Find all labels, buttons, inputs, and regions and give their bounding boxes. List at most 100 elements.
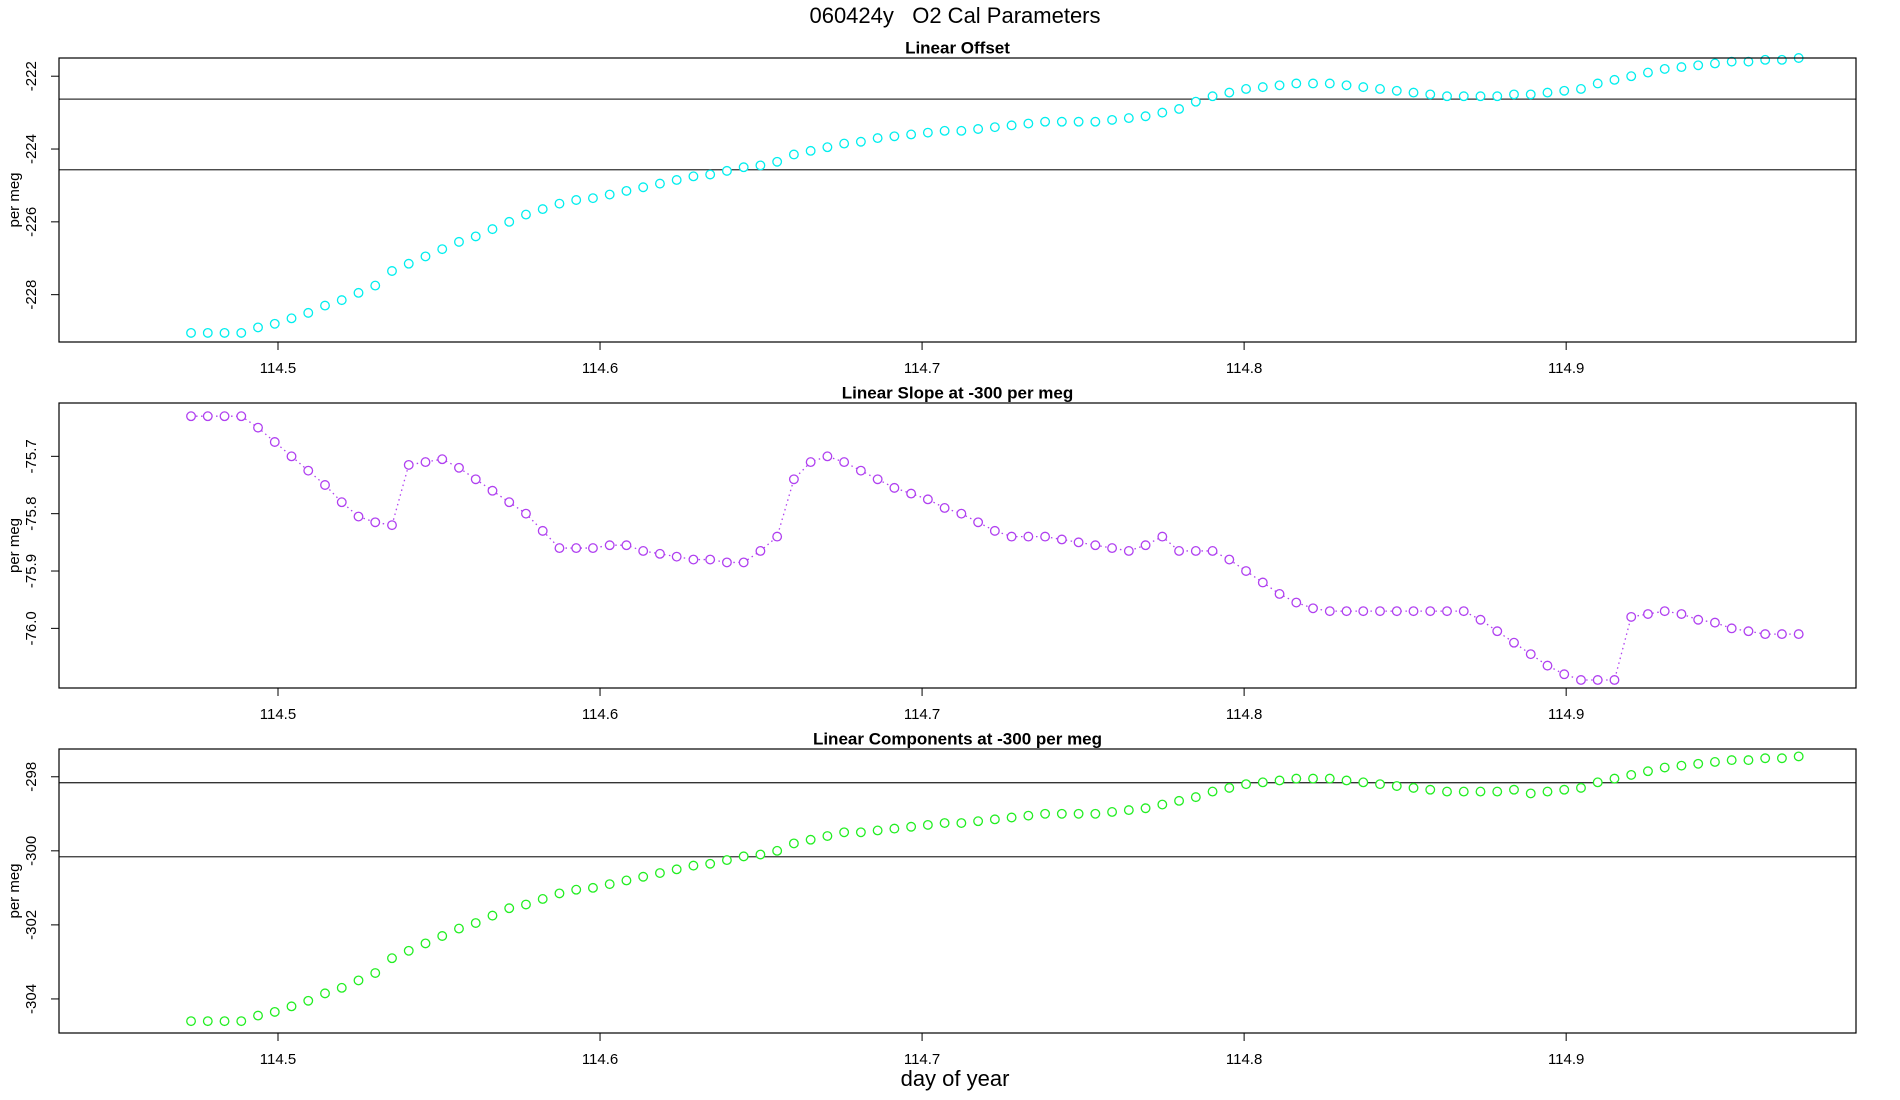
data-point: [1207, 786, 1218, 797]
data-point: [1006, 812, 1017, 823]
data-point: [1324, 606, 1335, 617]
data-point: [621, 540, 632, 551]
data-point: [202, 411, 213, 422]
data-point: [1576, 83, 1586, 94]
data-point: [1174, 795, 1185, 806]
data-point: [1157, 531, 1168, 542]
x-tick-label: 114.5: [260, 706, 296, 723]
data-point: [1509, 784, 1519, 795]
data-point: [822, 831, 833, 841]
data-point: [387, 953, 397, 964]
data-point: [1224, 87, 1235, 98]
data-point: [989, 122, 1000, 133]
data-point: [755, 545, 766, 556]
data-point: [822, 142, 833, 153]
data-point: [1308, 603, 1318, 614]
data-point: [1760, 629, 1771, 640]
data-point: [1776, 629, 1787, 640]
data-point: [1023, 810, 1034, 821]
data-point: [1726, 56, 1737, 67]
data-point: [956, 508, 967, 519]
data-point: [1592, 777, 1603, 788]
data-point: [219, 327, 230, 338]
data-point: [939, 125, 950, 136]
data-point: [1709, 58, 1720, 69]
data-point: [738, 851, 749, 862]
panel-title: Linear Slope at -300 per meg: [842, 383, 1073, 402]
data-point: [186, 327, 196, 338]
data-point: [1676, 62, 1687, 73]
data-point: [1174, 104, 1185, 114]
data-point: [1358, 777, 1369, 788]
data-point: [336, 497, 347, 508]
data-point: [1659, 606, 1670, 617]
plot-frame: [58, 402, 1857, 689]
data-point: [353, 511, 364, 522]
y-tick-label: -302: [23, 910, 40, 940]
data-point: [387, 520, 397, 531]
data-point: [1107, 543, 1118, 554]
data-point: [654, 548, 665, 559]
data-point: [1442, 91, 1452, 102]
data-point: [470, 231, 481, 242]
data-point: [855, 136, 866, 147]
data-point: [1643, 609, 1653, 619]
data-point: [1442, 786, 1452, 797]
data-point: [587, 193, 598, 204]
data-point: [1542, 660, 1553, 671]
data-point: [353, 287, 364, 298]
y-tick-label: -224: [23, 134, 40, 164]
data-point: [1375, 606, 1385, 617]
data-point: [370, 517, 381, 528]
data-point: [537, 525, 548, 536]
data-point: [1073, 808, 1084, 819]
data-point: [956, 125, 967, 136]
data-point: [1241, 83, 1252, 94]
data-point: [521, 899, 531, 910]
data-point: [1793, 629, 1804, 640]
x-axis-label: day of year: [901, 1066, 1010, 1091]
data-point: [939, 502, 950, 513]
data-point: [1475, 786, 1486, 797]
data-point: [303, 995, 314, 1006]
data-point: [420, 457, 431, 468]
data-point: [1726, 623, 1737, 634]
data-point: [186, 411, 196, 422]
data-point: [1492, 91, 1503, 102]
data-point: [872, 474, 883, 485]
data-point: [654, 868, 665, 878]
data-point: [1425, 89, 1436, 100]
data-point: [403, 258, 414, 269]
x-tick-label: 114.7: [904, 360, 940, 377]
x-tick-label: 114.6: [582, 706, 618, 723]
data-point: [303, 307, 314, 318]
data-point: [1693, 758, 1704, 769]
data-point: [1224, 782, 1235, 793]
data-point: [437, 454, 448, 465]
data-point: [1408, 782, 1419, 793]
data-point: [654, 178, 665, 189]
data-point: [1425, 606, 1436, 617]
data-point: [1107, 806, 1118, 817]
data-point: [1291, 597, 1302, 608]
y-tick-label: -222: [23, 61, 40, 91]
data-point: [1659, 762, 1670, 773]
data-point: [554, 543, 565, 554]
data-point: [286, 313, 297, 324]
data-point: [537, 894, 548, 904]
y-tick-label: -75.9: [23, 554, 40, 588]
data-point: [671, 551, 682, 562]
data-point: [788, 474, 799, 485]
data-point: [1056, 116, 1067, 127]
data-point: [1056, 808, 1067, 819]
data-point: [671, 175, 682, 185]
data-point: [1358, 606, 1369, 617]
panel-title: Linear Components at -300 per meg: [813, 729, 1102, 748]
y-axis-label: per meg: [6, 172, 23, 227]
data-point: [1358, 82, 1369, 93]
x-tick-label: 114.8: [1226, 1051, 1262, 1068]
data-point: [1207, 91, 1218, 102]
data-point: [956, 818, 967, 829]
data-point: [521, 209, 531, 220]
